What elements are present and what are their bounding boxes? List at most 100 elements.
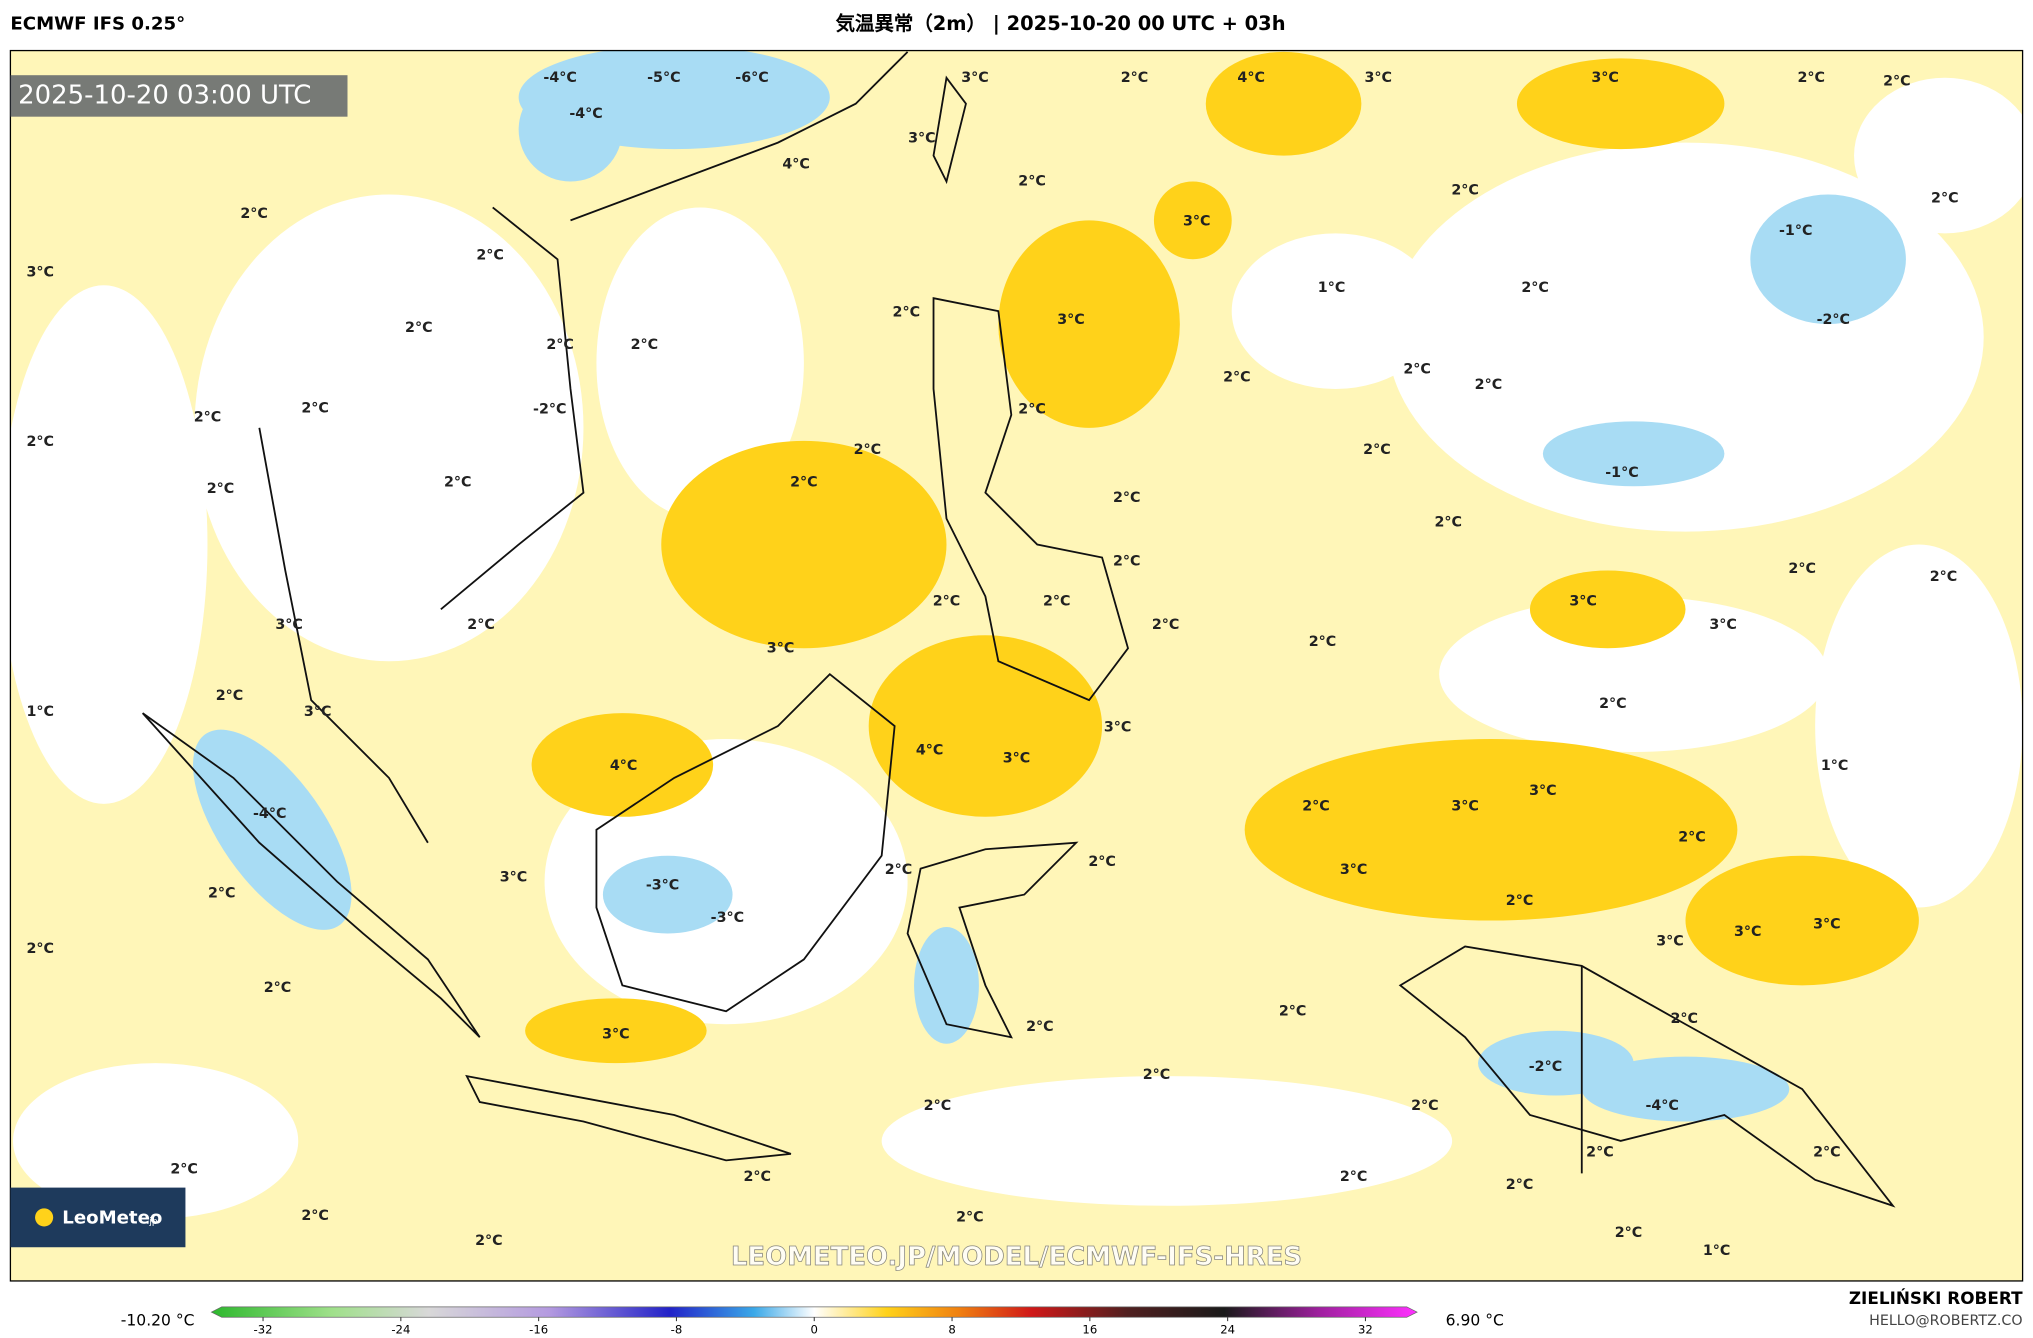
contour-label: 3°C: [1709, 617, 1737, 633]
contour-label: -4°C: [253, 806, 286, 822]
contour-label: 3°C: [1003, 750, 1030, 766]
contour-label: 2°C: [1788, 561, 1816, 577]
contour-label: 2°C: [885, 862, 913, 878]
contour-label: 2°C: [1599, 696, 1627, 712]
contour-label: 3°C: [767, 640, 795, 656]
credit-author: ZIELIŃSKI ROBERT: [1849, 1287, 2023, 1308]
contour-label: 2°C: [405, 320, 433, 336]
contour-label: -5°C: [647, 70, 680, 86]
contour-label: -4°C: [1645, 1098, 1678, 1114]
contour-label: 2°C: [1403, 362, 1431, 378]
contour-label: 2°C: [207, 481, 234, 497]
contour-label: 2°C: [1411, 1098, 1439, 1114]
contour-label: 2°C: [1113, 553, 1141, 569]
contour-label: 2°C: [1678, 830, 1706, 846]
contour-label: 2°C: [1302, 798, 1330, 814]
logo-suffix: .jp: [147, 1217, 158, 1227]
contour-label: 2°C: [1279, 1003, 1307, 1019]
contour-label: 2°C: [26, 434, 53, 450]
contour-label: 2°C: [301, 400, 329, 416]
contour-label: 2°C: [444, 474, 472, 490]
contour-label: 2°C: [1340, 1169, 1368, 1185]
contour-label: 2°C: [1798, 70, 1826, 86]
contour-label: 3°C: [1591, 70, 1619, 86]
map-field: [10, 50, 2023, 1281]
contour-label: 2°C: [301, 1208, 329, 1224]
contour-label: 2°C: [1521, 280, 1549, 296]
contour-label: -2°C: [1529, 1059, 1562, 1075]
contour-label: 3°C: [500, 870, 528, 886]
contour-label: 2°C: [1670, 1011, 1698, 1027]
contour-label: 2°C: [208, 885, 236, 901]
map-title: 気温異常（2m） | 2025-10-20 00 UTC + 03h: [836, 12, 1286, 35]
contour-label: 2°C: [170, 1161, 197, 1177]
contour-label: 4°C: [916, 743, 943, 759]
contour-label: 2°C: [1931, 190, 1959, 206]
contour-label: 3°C: [1364, 70, 1392, 86]
contour-label: -4°C: [543, 70, 576, 86]
logo-text: LeoMeteo: [62, 1208, 162, 1229]
logo-sun: [35, 1208, 54, 1227]
contour-label: 2°C: [1043, 594, 1071, 610]
cool-areas: [193, 50, 1906, 1122]
contour-label: 2°C: [1506, 893, 1534, 909]
contour-label: 2°C: [1883, 74, 1911, 90]
contour-label: 1°C: [1821, 758, 1849, 774]
timestamp: 2025-10-20 03:00 UTC: [18, 80, 311, 110]
contour-label: 3°C: [275, 617, 303, 633]
colorbar-tick-label: -16: [529, 1323, 548, 1337]
contour-label: 2°C: [1434, 514, 1462, 530]
contour-label: 2°C: [924, 1098, 952, 1114]
contour-label: 3°C: [1104, 719, 1131, 735]
contour-label: 2°C: [1475, 377, 1503, 393]
contour-label: -2°C: [1817, 312, 1850, 328]
contour-label: 3°C: [1734, 924, 1762, 940]
contour-label: 2°C: [216, 688, 244, 704]
contour-label: 2°C: [264, 980, 292, 996]
colorbar: [210, 1306, 1418, 1318]
contour-label: 3°C: [1656, 933, 1684, 949]
contour-label: 2°C: [1113, 490, 1141, 506]
contour-label: -1°C: [1779, 223, 1812, 239]
colorbar-tick-label: 16: [1082, 1323, 1097, 1337]
contour-label: 2°C: [1018, 402, 1046, 418]
coastlines: [141, 51, 1896, 1208]
colorbar-tick-label: 32: [1358, 1323, 1373, 1337]
contour-label: 3°C: [1813, 916, 1841, 932]
contour-label: 2°C: [1026, 1019, 1054, 1035]
contour-label: 3°C: [1183, 214, 1211, 230]
contour-label: 2°C: [1088, 854, 1116, 870]
map-frame: [9, 49, 2024, 1282]
colorbar-tick-label: 0: [811, 1323, 818, 1337]
contour-label: 2°C: [1586, 1145, 1614, 1161]
contour-label: 2°C: [1018, 174, 1046, 190]
contour-label: 2°C: [956, 1209, 984, 1225]
contour-label: 2°C: [240, 206, 268, 222]
contour-label: 2°C: [194, 409, 222, 425]
contour-label: 3°C: [961, 70, 989, 86]
colorbar-max: 6.90 °C: [1446, 1312, 1504, 1330]
contour-label: 3°C: [1057, 312, 1085, 328]
contour-label: 2°C: [546, 337, 574, 353]
contour-label: 2°C: [1121, 70, 1149, 86]
contour-label: 3°C: [1529, 783, 1557, 799]
contour-label: 2°C: [1309, 634, 1337, 650]
contour-label: 2°C: [631, 337, 659, 353]
contour-label: 2°C: [743, 1169, 771, 1185]
contour-label: -1°C: [1605, 465, 1638, 481]
contour-label: 2°C: [790, 474, 818, 490]
model-name: ECMWF IFS 0.25°: [10, 14, 185, 35]
contour-label: 3°C: [1569, 594, 1597, 610]
contour-label: 2°C: [933, 594, 961, 610]
contour-label: 2°C: [1223, 369, 1251, 385]
contour-label: -3°C: [646, 878, 679, 894]
contour-label: 2°C: [1363, 442, 1391, 458]
contour-label: -6°C: [735, 70, 768, 86]
contour-label: 2°C: [1930, 569, 1958, 585]
contour-label: 2°C: [475, 1233, 503, 1249]
colorbar-tick-label: -24: [391, 1323, 410, 1337]
contour-label: 1°C: [1318, 280, 1346, 296]
contour-label: 2°C: [26, 941, 53, 957]
contour-label: -3°C: [711, 910, 744, 926]
